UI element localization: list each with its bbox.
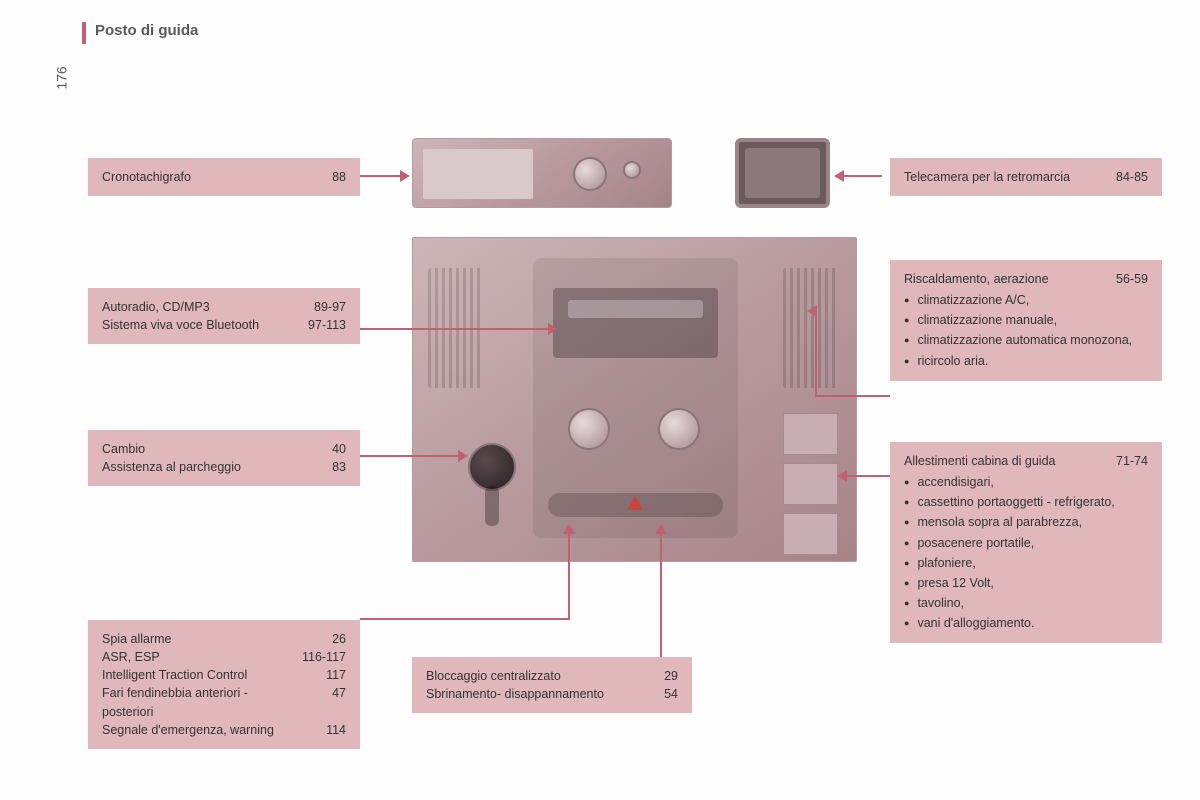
allestimenti-list: accendisigari, cassettino portaoggetti -… (904, 472, 1148, 633)
dashboard-photo (412, 237, 857, 562)
callout-bloccaggio: Bloccaggio centralizzato29 Sbrinamento- … (412, 657, 692, 713)
arrow (815, 310, 817, 397)
arrowhead-icon (807, 305, 817, 317)
arrow (360, 328, 550, 330)
arrowhead-icon (655, 524, 667, 534)
camera-photo (735, 138, 830, 208)
arrow (360, 455, 460, 457)
callout-cronotachigrafo: Cronotachigrafo 88 (88, 158, 360, 196)
arrow (842, 175, 882, 177)
arrowhead-icon (563, 524, 575, 534)
page-number: 176 (54, 66, 70, 89)
arrowhead-icon (834, 170, 844, 182)
header-accent (82, 22, 86, 44)
callout-spia: Spia allarme26 ASR, ESP116-117 Intellige… (88, 620, 360, 749)
label: Cronotachigrafo (102, 168, 296, 186)
arrow (815, 395, 890, 397)
arrowhead-icon (400, 170, 410, 182)
arrow (360, 175, 402, 177)
arrow (360, 618, 570, 620)
callout-allestimenti: Allestimenti cabina di guida 71-74 accen… (890, 442, 1162, 643)
arrowhead-icon (548, 323, 558, 335)
page-title: Posto di guida (95, 22, 198, 39)
callout-cambio: Cambio40 Assistenza al parcheggio83 (88, 430, 360, 486)
arrowhead-icon (458, 450, 468, 462)
arrowhead-icon (837, 470, 847, 482)
callout-telecamera: Telecamera per la retromarcia 84-85 (890, 158, 1162, 196)
page-ref: 88 (296, 168, 346, 186)
arrow (845, 475, 890, 477)
callout-riscaldamento: Riscaldamento, aerazione 56-59 climatizz… (890, 260, 1162, 381)
riscaldamento-list: climatizzazione A/C, climatizzazione man… (904, 290, 1148, 371)
arrow (660, 532, 662, 657)
tachograph-photo (412, 138, 672, 208)
callout-autoradio: Autoradio, CD/MP389-97 Sistema viva voce… (88, 288, 360, 344)
arrow (568, 532, 570, 620)
